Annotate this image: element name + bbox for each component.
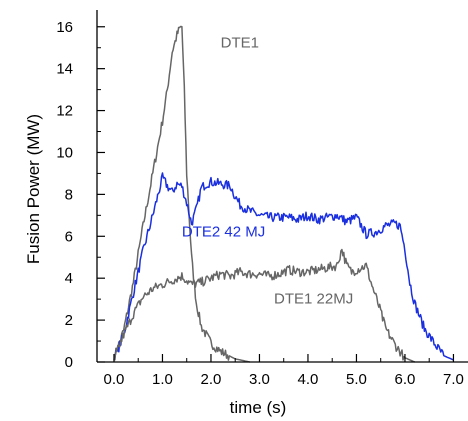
- x-tick-label: 3.0: [249, 371, 270, 388]
- series-labels: DTE1 DTE2 42 MJ DTE1 22MJ: [182, 35, 353, 308]
- x-axis-label: time (s): [230, 398, 287, 417]
- y-tick-label: 0: [65, 354, 73, 371]
- y-tick-label: 6: [65, 228, 73, 245]
- x-tick-label: 2.0: [201, 371, 222, 388]
- series-line-0: [113, 25, 250, 363]
- x-tick-label: 6.0: [395, 371, 416, 388]
- plot-lines: [113, 25, 454, 363]
- series-label-1: DTE2 42 MJ: [182, 223, 265, 240]
- y-tick-label: 4: [65, 270, 73, 287]
- axes: [96, 10, 468, 363]
- tick-labels: 0 2 4 6 8 10 12 14 16 0.0 1.0 2.0 3.0 4.0 5.0 6.0 7.0: [56, 19, 464, 388]
- ticks: [97, 26, 455, 363]
- y-axis-label: Fusion Power (MW): [24, 114, 43, 264]
- series-label-0: DTE1: [221, 35, 259, 52]
- y-tick-label: 16: [56, 19, 73, 36]
- x-tick-label: 5.0: [346, 371, 367, 388]
- series-line-1: [113, 172, 454, 361]
- y-tick-label: 12: [56, 103, 73, 120]
- series-label-2: DTE1 22MJ: [274, 290, 353, 307]
- y-tick-label: 2: [65, 312, 73, 329]
- x-tick-label: 7.0: [443, 371, 464, 388]
- x-tick-label: 0.0: [104, 371, 125, 388]
- y-tick-label: 8: [65, 186, 73, 203]
- x-tick-label: 1.0: [152, 371, 173, 388]
- y-tick-label: 10: [56, 144, 73, 161]
- y-tick-label: 14: [56, 61, 73, 78]
- x-tick-label: 4.0: [298, 371, 319, 388]
- series-line-2: [113, 248, 415, 363]
